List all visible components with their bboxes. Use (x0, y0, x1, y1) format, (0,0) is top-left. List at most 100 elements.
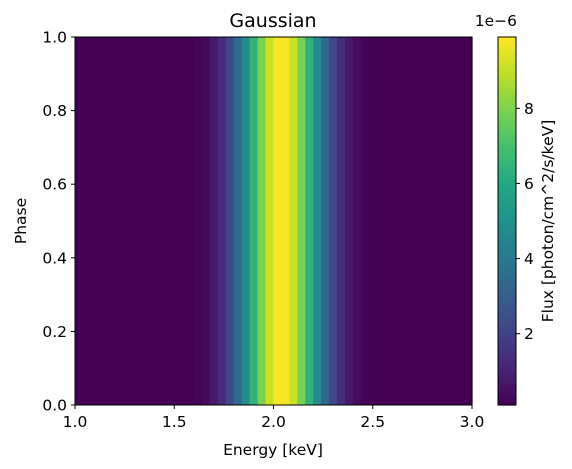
heatmap-cell (162, 37, 171, 405)
colorbar-segment (498, 365, 516, 369)
colorbar-segment (498, 263, 516, 268)
colorbar-segment (498, 73, 516, 78)
colorbar-segment (498, 58, 516, 63)
x-axis-ticks: 1.0 1.5 2.0 2.5 3.0 (63, 405, 484, 431)
colorbar-segment (498, 76, 516, 81)
colorbar-segment (498, 89, 516, 93)
colorbar-segment (498, 181, 516, 185)
heatmap-cells (75, 37, 473, 405)
colorbar-segment (498, 83, 516, 87)
colorbar-segment (498, 144, 516, 148)
colorbar-segment (498, 254, 516, 259)
heatmap-cell (98, 37, 108, 405)
heatmap-cell (202, 37, 211, 405)
colorbar-segment (498, 267, 516, 271)
colorbar-segment (498, 156, 516, 161)
colorbar-segment (498, 306, 516, 311)
colorbar-segment (498, 129, 516, 133)
colorbar-segment (498, 178, 516, 182)
colorbar (498, 37, 516, 406)
colorbar-label: Flux [photon/cm^2/s/keV] (539, 120, 557, 323)
colorbar-segment (498, 55, 516, 60)
colorbar-segment (498, 196, 516, 201)
colorbar-segment (498, 294, 516, 299)
x-axis-label: Energy [keV] (223, 441, 323, 459)
colorbar-segment (498, 328, 516, 332)
colorbar-segment (498, 245, 516, 250)
colorbar-segment (498, 236, 516, 240)
colorbar-tick-label: 6 (524, 175, 534, 193)
colorbar-tick-label: 2 (524, 325, 534, 343)
heatmap-cell (82, 37, 92, 405)
heatmap-cell (122, 37, 132, 405)
colorbar-segment (498, 110, 516, 115)
colorbar-segment (498, 46, 516, 50)
heatmap-cell (154, 37, 163, 405)
colorbar-segment (498, 217, 516, 222)
colorbar-segment (498, 270, 516, 274)
colorbar-segment (498, 395, 516, 400)
colorbar-segment (498, 260, 516, 265)
colorbar-segment (498, 61, 516, 66)
colorbar-segment (498, 132, 516, 136)
colorbar-segment (498, 199, 516, 204)
colorbar-ticks: 2 4 6 8 (516, 100, 534, 343)
y-tick-label: 0.8 (42, 102, 67, 120)
colorbar-segment (498, 227, 516, 231)
heatmap-cell (408, 37, 418, 405)
colorbar-segment (498, 43, 516, 47)
heatmap-cell (281, 37, 290, 405)
y-tick-label: 0.2 (42, 323, 67, 341)
heatmap-cell (352, 37, 362, 405)
colorbar-segment (498, 331, 516, 336)
colorbar-segment (498, 214, 516, 219)
colorbar-segment (498, 233, 516, 237)
heatmap-cell (233, 37, 243, 405)
colorbar-frame (497, 36, 517, 406)
colorbar-segment (498, 383, 516, 388)
colorbar-offset-label: 1e−6 (475, 12, 517, 30)
heatmap-cell (329, 37, 338, 405)
heatmap-cell (321, 37, 330, 405)
heatmap-cell (217, 37, 227, 405)
colorbar-segment (498, 291, 516, 296)
colorbar-segment (498, 122, 516, 127)
heatmap-cell (416, 37, 425, 405)
colorbar-segment (498, 208, 516, 213)
heatmap-cell (178, 37, 187, 405)
colorbar-segment (498, 362, 516, 366)
heatmap-cell (241, 37, 251, 405)
colorbar-segment (498, 116, 516, 121)
colorbar-segment (498, 107, 516, 112)
heatmap-cell (225, 37, 235, 405)
colorbar-segment (498, 224, 516, 228)
colorbar-segment (498, 248, 516, 253)
colorbar-segment (498, 150, 516, 155)
colorbar-segment (498, 313, 516, 317)
colorbar-segment (498, 98, 516, 102)
heatmap-cell (305, 37, 314, 405)
colorbar-segment (498, 230, 516, 234)
colorbar-segment (498, 279, 516, 283)
colorbar-segment (498, 141, 516, 145)
colorbar-segment (498, 309, 516, 314)
colorbar-segment (498, 92, 516, 96)
heatmap-cell (289, 37, 298, 405)
heatmap-cell (392, 37, 402, 405)
colorbar-segment (498, 276, 516, 280)
colorbar-segment (498, 153, 516, 158)
colorbar-segment (498, 211, 516, 216)
heatmap-cell (456, 37, 465, 405)
colorbar-segment (498, 165, 516, 170)
colorbar-segment (498, 171, 516, 176)
colorbar-segment (498, 251, 516, 256)
colorbar-segment (498, 322, 516, 326)
heatmap-cell (297, 37, 306, 405)
colorbar-segment (498, 187, 516, 191)
colorbar-segment (498, 285, 516, 290)
colorbar-segment (498, 86, 516, 90)
heatmap-cell (265, 37, 275, 405)
colorbar-segment (498, 352, 516, 357)
heatmap-cell (384, 37, 394, 405)
